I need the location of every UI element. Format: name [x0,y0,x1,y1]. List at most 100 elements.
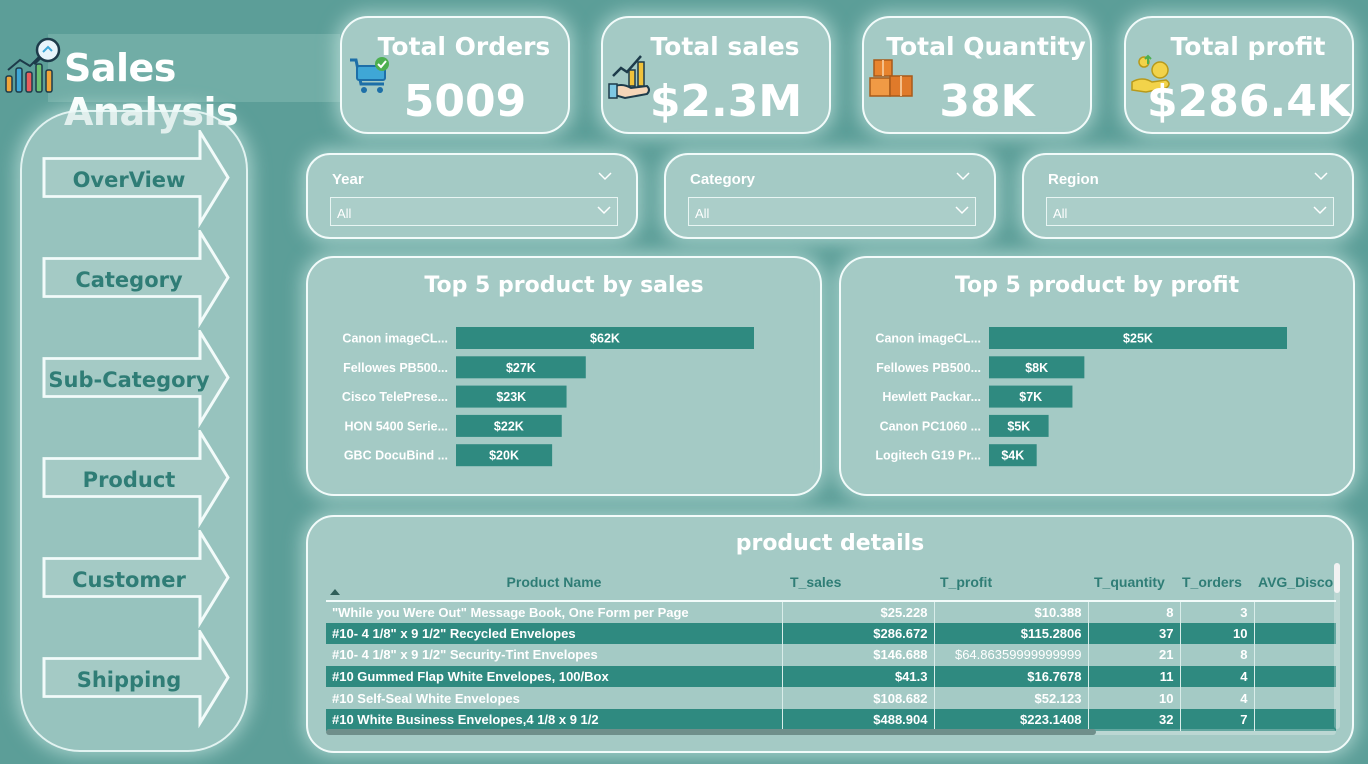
column-header-label: T_orders [1182,573,1242,590]
bar[interactable] [989,327,1287,349]
arrow-shape-icon [42,630,230,729]
region-dropdown[interactable]: All [1046,197,1334,226]
dropdown-value: All [337,206,352,221]
chevron-down-icon[interactable] [598,171,612,181]
column-header-label: T_profit [940,573,993,590]
column-header-t-quantity[interactable]: T_quantity [1088,563,1180,602]
filter-label: Year [332,171,364,188]
bar[interactable] [456,385,567,408]
bar[interactable] [989,414,1049,437]
chevron-down-icon [597,206,611,215]
cell-avg-discount [1254,708,1336,731]
sort-ascending-icon [330,589,340,595]
data-label: $7K [1019,390,1042,404]
nav-button-customer[interactable]: Customer [42,530,232,630]
column-header-label: AVG_Discount [1258,573,1336,590]
cell-t-profit: $64.86359999999999 [934,644,1089,666]
table-header-row: Product Name T_sales T_profit T_quantity… [326,563,1336,602]
kpi-card-total-quantity: Total Quantity 38K [862,16,1092,134]
category-tick-label: HON 5400 Serie... [344,419,448,433]
category-dropdown[interactable]: All [688,197,976,226]
bar[interactable] [456,414,562,437]
filter-label: Category [690,171,756,188]
nav-label: Customer [72,568,186,592]
nav-button-category[interactable]: Category [42,230,232,330]
kpi-card-total-orders: Total Orders 5009 [340,16,570,134]
kpi-title: Total Orders [377,32,551,61]
bar[interactable] [989,444,1037,467]
table-viewport: Product Name T_sales T_profit T_quantity… [326,563,1336,731]
table-row[interactable]: #10- 4 1/8" x 9 1/2" Security-Tint Envel… [326,644,1336,666]
cell-avg-discount [1254,601,1336,623]
horizontal-scrollbar[interactable] [326,729,1336,735]
nav-label: Shipping [76,668,182,692]
arrow-shape-icon [42,430,230,529]
chart-title: Top 5 product by sales [424,273,704,298]
cell-t-profit: $10.388 [934,601,1089,623]
filter-label: Region [1048,171,1099,188]
cell-product-name: #10 Self-Seal White Envelopes [326,687,783,709]
column-header-t-orders[interactable]: T_orders [1180,563,1254,602]
cell-product-name: #10 Gummed Flap White Envelopes, 100/Box [326,665,783,688]
vertical-scrollbar[interactable] [1334,563,1340,729]
chevron-down-icon[interactable] [1314,171,1328,181]
column-header-avg-discount[interactable]: AVG_Discount [1254,563,1336,602]
cell-t-quantity: 21 [1088,644,1181,666]
cell-product-name: #10 White Business Envelopes,4 1/8 x 9 1… [326,708,783,731]
navigation-sidebar: OverView Category Sub-Category Product C… [20,110,248,752]
chevron-down-icon[interactable] [956,171,970,181]
table-row[interactable]: #10 Gummed Flap White Envelopes, 100/Box… [326,665,1336,688]
table-row[interactable]: #10 White Business Envelopes,4 1/8 x 9 1… [326,708,1336,731]
bar[interactable] [456,444,553,467]
shopping-cart-icon [350,57,389,93]
data-label: $5K [1007,419,1030,433]
data-label: $22K [494,419,524,433]
chevron-down-icon [955,206,969,215]
cell-product-name: #10- 4 1/8" x 9 1/2" Recycled Envelopes [326,622,783,645]
cell-t-quantity: 37 [1088,622,1181,645]
nav-button-overview[interactable]: OverView [42,130,232,230]
nav-button-sub-category[interactable]: Sub-Category [42,330,232,430]
column-header-product-name[interactable]: Product Name [326,563,782,602]
vertical-scrollbar-thumb[interactable] [1334,563,1340,593]
bar[interactable] [989,385,1073,408]
nav-button-shipping[interactable]: Shipping [42,630,232,730]
data-label: $62K [590,332,620,346]
table-row[interactable]: #10- 4 1/8" x 9 1/2" Recycled Envelopes … [326,622,1336,645]
analytics-chart-icon [5,37,61,93]
column-header-t-sales[interactable]: T_sales [782,563,934,602]
category-tick-label: Logitech G19 Pr... [875,449,981,463]
dropdown-value: All [1053,206,1068,221]
app-header: Sales Analysis [0,32,340,134]
kpi-card-total-profit: Total profit $286.4K [1124,16,1354,134]
nav-button-product[interactable]: Product [42,430,232,530]
cell-t-orders: 7 [1180,708,1255,731]
year-dropdown[interactable]: All [330,197,618,226]
filter-category: Category All [664,153,996,239]
nav-label: Category [75,268,183,292]
cell-t-orders: 10 [1180,622,1255,645]
chart-title: Top 5 product by profit [954,273,1240,298]
cell-t-orders: 3 [1180,601,1255,623]
kpi-value: 5009 [403,76,527,127]
table-row[interactable]: #10 Self-Seal White Envelopes $108.682 $… [326,687,1336,709]
table-row[interactable]: "While you Were Out" Message Book, One F… [326,601,1336,623]
category-tick-label: Fellowes PB500... [343,361,448,375]
category-tick-label: Cisco TelePrese... [342,390,448,404]
product-details-table: Product Name T_sales T_profit T_quantity… [326,563,1336,731]
cell-t-sales: $488.904 [782,708,935,731]
bar[interactable] [989,356,1085,379]
arrow-shape-icon [42,330,230,429]
horizontal-scrollbar-thumb[interactable] [326,729,1096,735]
nav-label: OverView [72,168,186,192]
cell-avg-discount [1254,687,1336,709]
column-header-t-profit[interactable]: T_profit [934,563,1088,602]
bar[interactable] [456,327,754,349]
chart-top-products-by-profit: Top 5 product by profit Canon imageCL...… [839,256,1355,496]
product-details-table-panel: product details Product Name T_sales T_p… [306,515,1354,753]
nav-label: Product [82,468,176,492]
bar[interactable] [456,356,586,379]
nav-label: Sub-Category [48,368,210,392]
cell-avg-discount [1254,665,1336,688]
filter-region: Region All [1022,153,1354,239]
